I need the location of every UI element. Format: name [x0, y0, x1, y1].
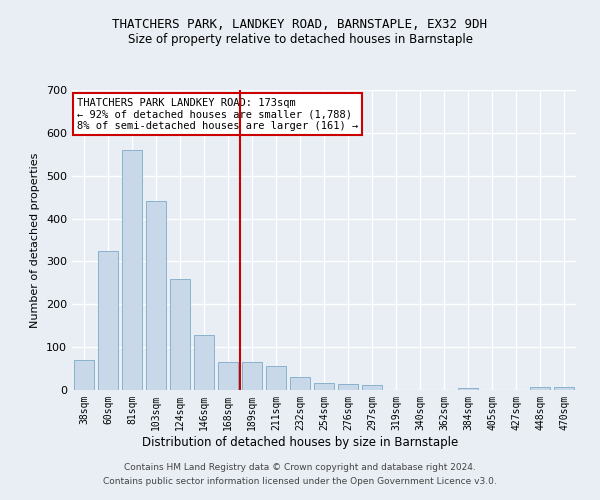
- Bar: [266, 366, 286, 390]
- Text: THATCHERS PARK LANDKEY ROAD: 173sqm
← 92% of detached houses are smaller (1,788): THATCHERS PARK LANDKEY ROAD: 173sqm ← 92…: [77, 98, 358, 130]
- Bar: [170, 278, 190, 390]
- Text: Size of property relative to detached houses in Barnstaple: Size of property relative to detached ho…: [128, 32, 473, 46]
- Bar: [218, 362, 238, 390]
- Text: THATCHERS PARK, LANDKEY ROAD, BARNSTAPLE, EX32 9DH: THATCHERS PARK, LANDKEY ROAD, BARNSTAPLE…: [113, 18, 487, 30]
- Bar: [554, 387, 574, 390]
- Bar: [458, 388, 478, 390]
- Bar: [362, 386, 382, 390]
- Text: Contains HM Land Registry data © Crown copyright and database right 2024.: Contains HM Land Registry data © Crown c…: [124, 464, 476, 472]
- Y-axis label: Number of detached properties: Number of detached properties: [31, 152, 40, 328]
- Text: Contains public sector information licensed under the Open Government Licence v3: Contains public sector information licen…: [103, 477, 497, 486]
- Bar: [98, 250, 118, 390]
- Bar: [314, 382, 334, 390]
- Text: Distribution of detached houses by size in Barnstaple: Distribution of detached houses by size …: [142, 436, 458, 449]
- Bar: [338, 384, 358, 390]
- Bar: [290, 377, 310, 390]
- Bar: [242, 362, 262, 390]
- Bar: [74, 360, 94, 390]
- Bar: [122, 150, 142, 390]
- Bar: [146, 202, 166, 390]
- Bar: [530, 387, 550, 390]
- Bar: [194, 335, 214, 390]
